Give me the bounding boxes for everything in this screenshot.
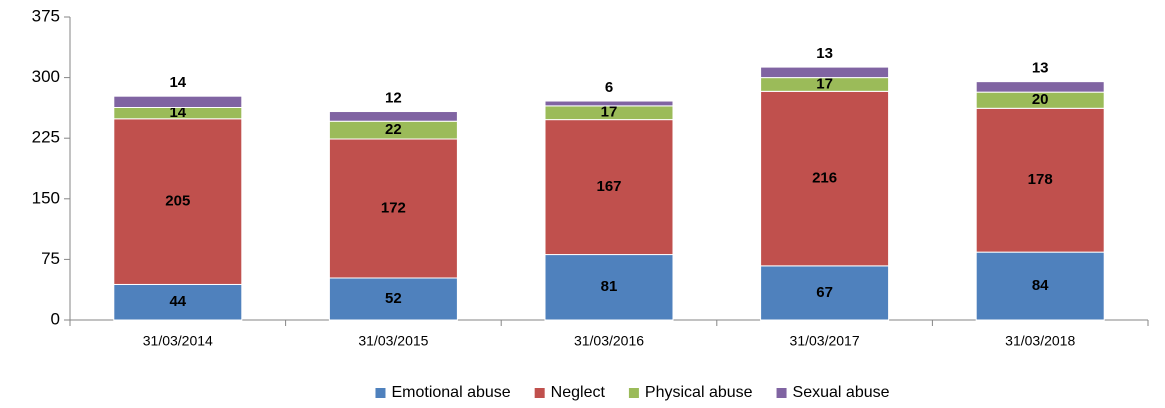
legend-label: Neglect <box>551 384 606 401</box>
bar-segment <box>113 283 243 321</box>
data-label: 13 <box>1032 60 1049 77</box>
data-label: 20 <box>1032 91 1049 108</box>
data-label: 22 <box>385 121 402 138</box>
data-label: 67 <box>816 284 833 301</box>
data-label: 12 <box>385 90 402 107</box>
bar-segment <box>113 118 243 285</box>
data-label: 216 <box>812 170 837 187</box>
data-label: 14 <box>169 104 186 121</box>
legend-label: Emotional abuse <box>391 384 510 401</box>
legend-swatch <box>375 388 386 398</box>
y-tick-label: 375 <box>32 6 60 25</box>
legend-label: Physical abuse <box>645 384 753 401</box>
data-label: 52 <box>385 290 402 307</box>
bar-segment <box>328 277 458 321</box>
legend-label: Sexual abuse <box>793 384 890 401</box>
y-tick-label: 300 <box>32 67 60 86</box>
data-label: 17 <box>601 104 618 121</box>
bar-segment <box>760 265 890 321</box>
bar-segment <box>544 254 674 321</box>
data-label: 205 <box>165 193 190 210</box>
x-tick-label: 31/03/2016 <box>574 333 644 349</box>
data-label: 81 <box>601 278 618 295</box>
x-tick-label: 31/03/2014 <box>143 333 213 349</box>
data-label: 13 <box>816 45 833 62</box>
y-tick-label: 225 <box>32 128 60 147</box>
bar-segment <box>328 138 458 279</box>
bar-segment <box>544 100 674 107</box>
legend-swatch <box>534 388 545 398</box>
bar-segment <box>760 66 890 79</box>
y-tick-label: 150 <box>32 188 60 207</box>
x-tick-label: 31/03/2018 <box>1005 333 1075 349</box>
legend-swatch <box>628 388 639 398</box>
data-label: 167 <box>596 178 621 195</box>
y-tick-label: 75 <box>41 249 60 268</box>
data-label: 84 <box>1032 277 1049 294</box>
legend-swatch <box>776 388 787 398</box>
bar-segment <box>975 107 1105 253</box>
x-tick-label: 31/03/2015 <box>358 333 428 349</box>
data-label: 178 <box>1028 171 1053 188</box>
data-label: 17 <box>816 75 833 92</box>
bar-segment <box>113 95 243 108</box>
bar-segment <box>328 111 458 122</box>
bar-segment <box>975 81 1105 93</box>
data-label: 14 <box>169 74 186 91</box>
bar-segment <box>544 119 674 256</box>
data-label: 6 <box>605 79 613 96</box>
x-tick-label: 31/03/2017 <box>790 333 860 349</box>
y-tick-label: 0 <box>51 309 60 328</box>
data-label: 172 <box>381 199 406 216</box>
data-label: 44 <box>169 293 186 310</box>
bar-segment <box>760 90 890 267</box>
